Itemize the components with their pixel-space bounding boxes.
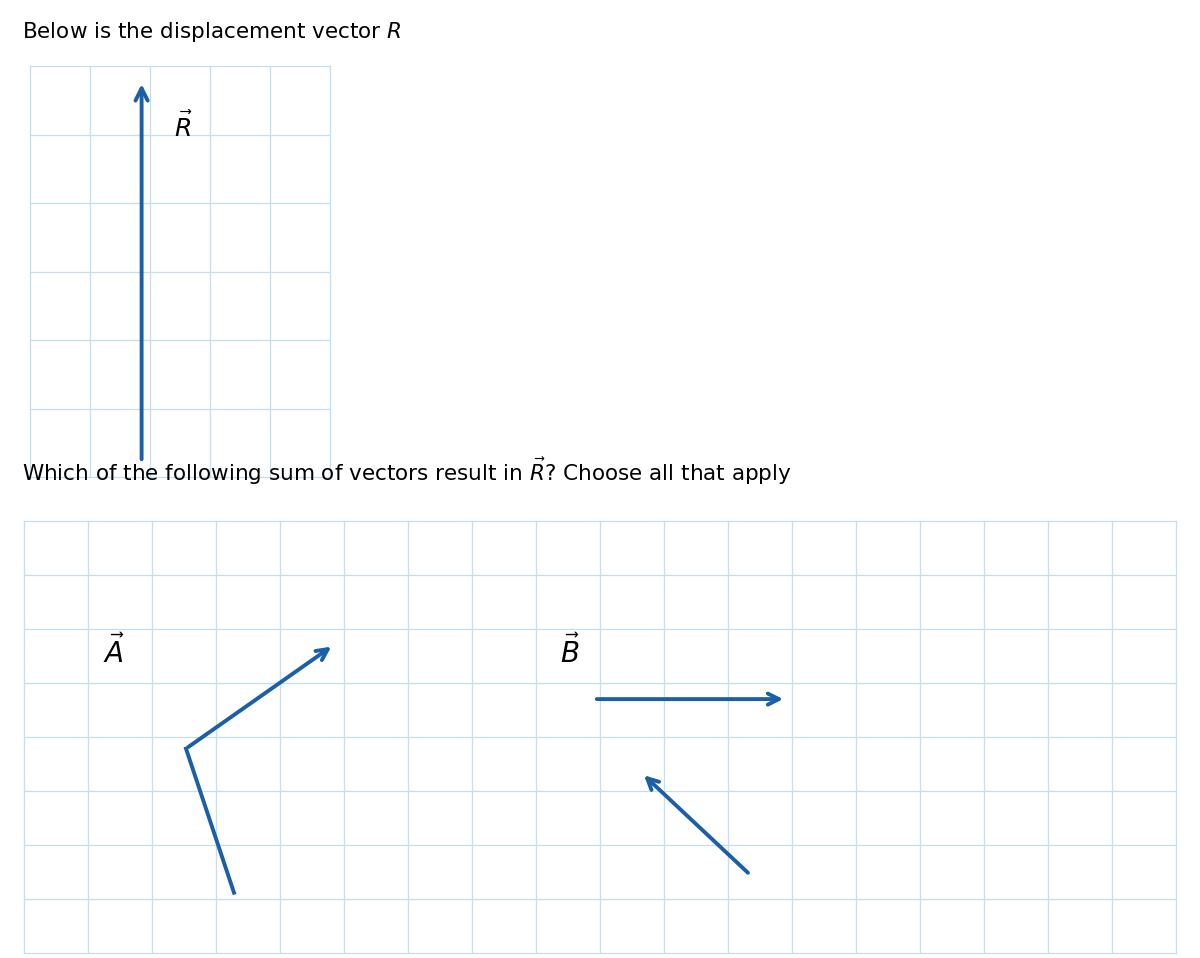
Text: $\vec{R}$: $\vec{R}$: [174, 112, 192, 142]
Text: $\vec{B}$: $\vec{B}$: [560, 635, 580, 669]
Text: Which of the following sum of vectors result in $\vec{R}$? Choose all that apply: Which of the following sum of vectors re…: [22, 456, 791, 488]
Text: Below is the displacement vector $\mathit{R}$: Below is the displacement vector $\mathi…: [22, 20, 401, 44]
Text: $\vec{A}$: $\vec{A}$: [103, 635, 125, 669]
